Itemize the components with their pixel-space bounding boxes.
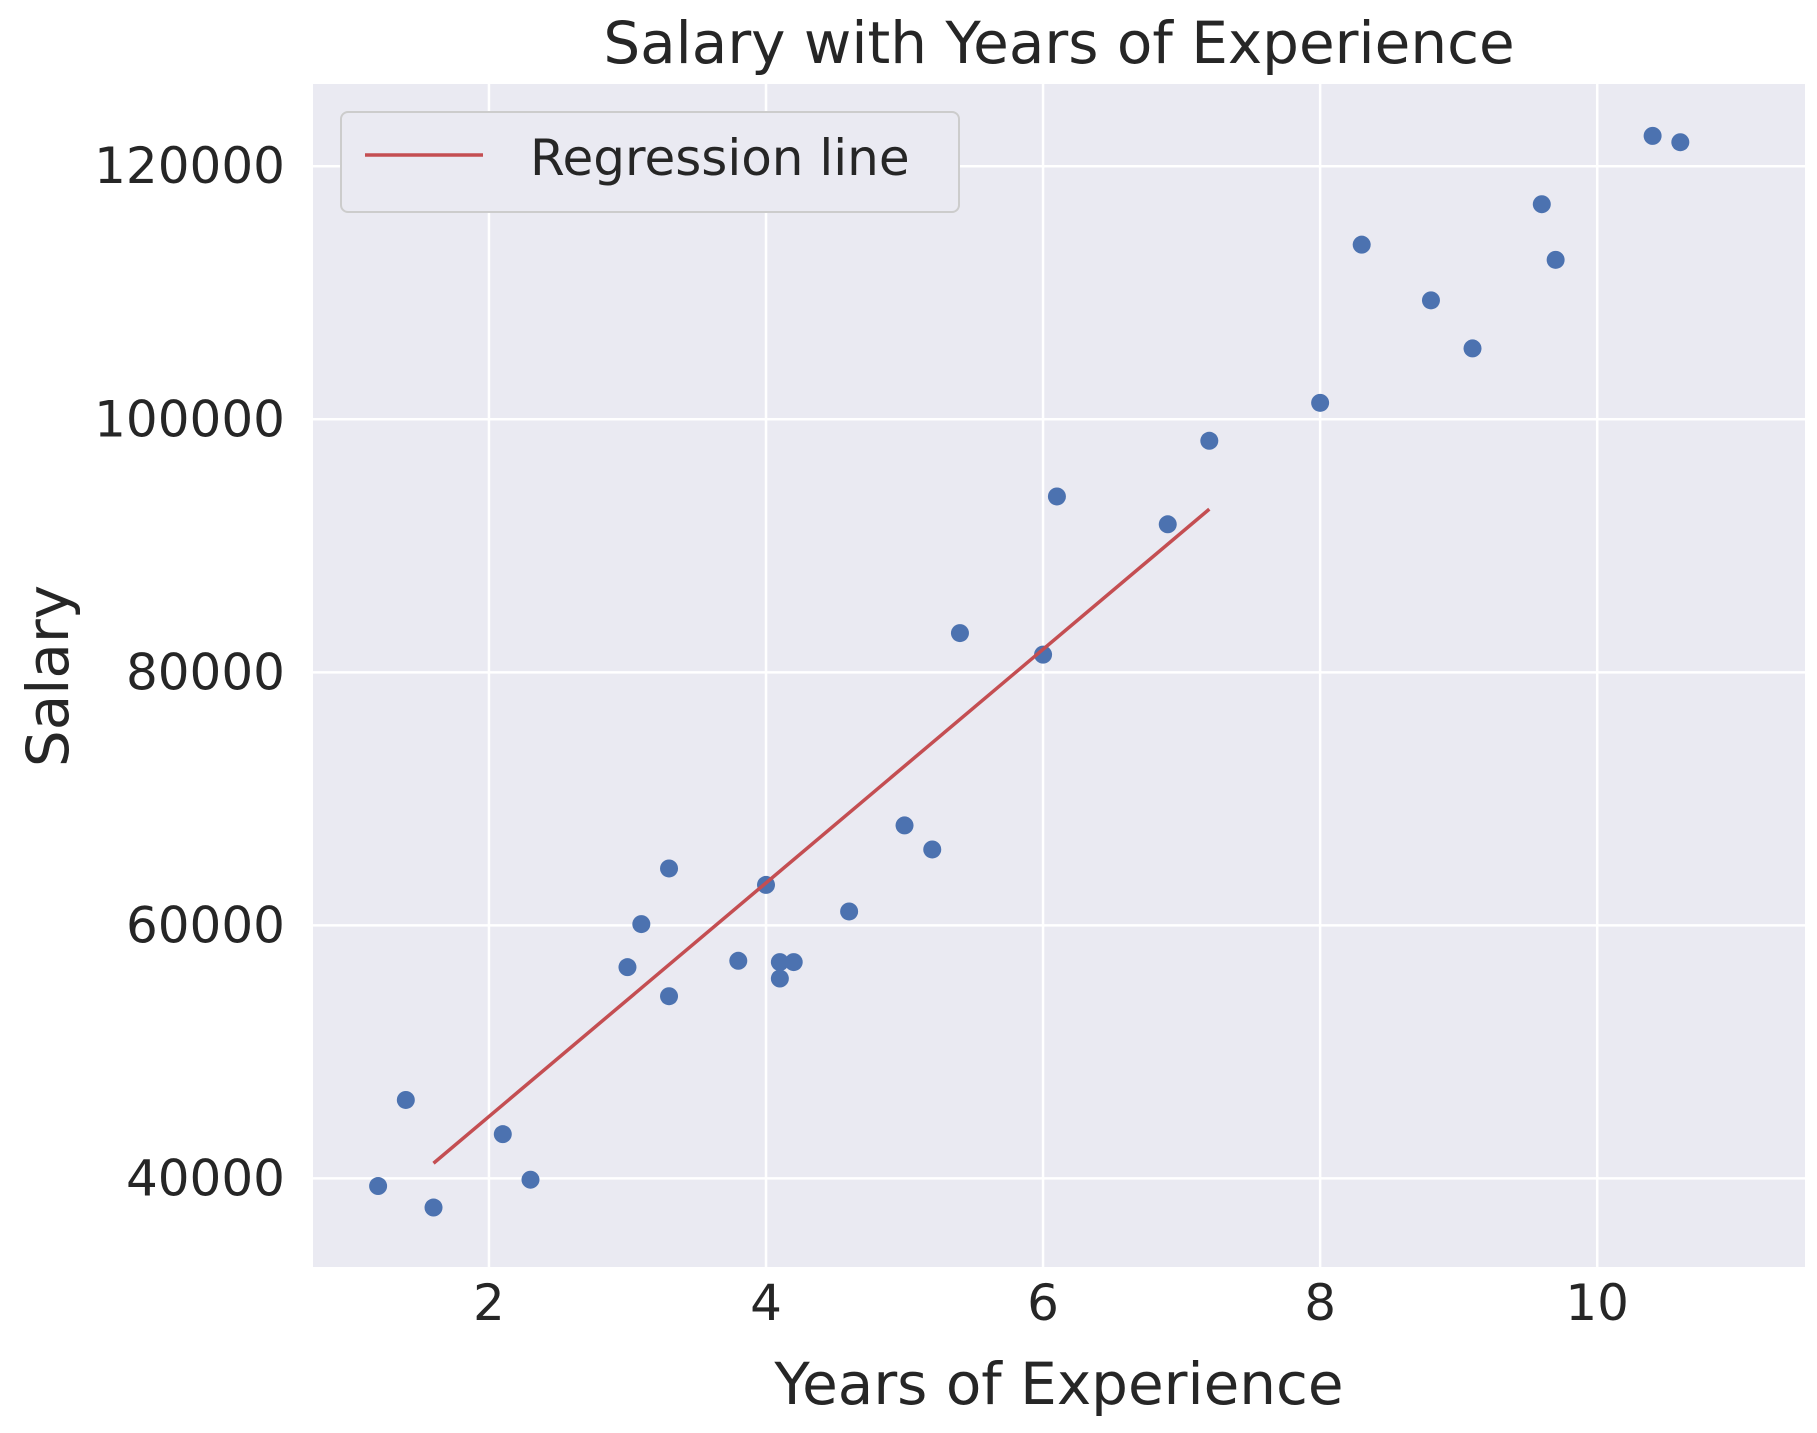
data-point — [1546, 250, 1565, 269]
data-point — [1352, 235, 1371, 254]
grid-lines — [313, 84, 1805, 1267]
y-tick-labels: 40000 60000 80000 100000 120000 — [94, 137, 285, 1207]
data-point — [396, 1090, 415, 1109]
data-point — [1463, 339, 1482, 358]
x-tick-label: 2 — [473, 1274, 505, 1332]
data-point — [950, 624, 969, 643]
data-point — [770, 969, 789, 988]
data-point — [424, 1198, 443, 1217]
data-point — [660, 987, 679, 1006]
data-point — [895, 816, 914, 835]
data-point — [840, 902, 859, 921]
data-point — [784, 953, 803, 972]
data-point — [493, 1125, 512, 1144]
x-tick-label: 10 — [1565, 1274, 1629, 1332]
data-point — [1200, 431, 1219, 450]
data-point — [1532, 195, 1551, 214]
data-point — [369, 1177, 388, 1196]
data-point — [1421, 291, 1440, 310]
legend-label-regression-line: Regression line — [530, 129, 910, 187]
y-tick-label: 40000 — [126, 1149, 285, 1207]
data-point — [618, 958, 637, 977]
regression-line-group — [432, 507, 1211, 1165]
y-tick-label: 60000 — [126, 896, 285, 954]
data-point — [923, 840, 942, 859]
data-point — [632, 915, 651, 934]
y-tick-label: 120000 — [94, 137, 285, 195]
legend: Regression line — [340, 111, 960, 213]
data-point — [1311, 393, 1330, 412]
data-point — [770, 953, 789, 972]
x-axis-label: Years of Experience — [773, 1350, 1343, 1418]
regression-line — [432, 507, 1211, 1165]
data-point — [1643, 126, 1662, 145]
plot-area — [313, 84, 1805, 1267]
data-point — [1047, 487, 1066, 506]
chart-title: Salary with Years of Experience — [603, 9, 1514, 77]
y-tick-label: 80000 — [126, 643, 285, 701]
legend-box — [340, 111, 960, 213]
x-tick-label: 6 — [1027, 1274, 1059, 1332]
x-tick-label: 4 — [750, 1274, 782, 1332]
y-tick-label: 100000 — [94, 390, 285, 448]
data-point — [1158, 515, 1177, 534]
y-axis-label: Salary — [14, 585, 82, 767]
data-point — [1034, 645, 1053, 664]
data-point — [521, 1170, 540, 1189]
x-tick-labels: 2 4 6 8 10 — [473, 1274, 1629, 1332]
data-point — [1671, 133, 1690, 152]
data-point — [729, 951, 748, 970]
data-point — [660, 859, 679, 878]
scatter-points — [369, 126, 1690, 1217]
x-tick-label: 8 — [1304, 1274, 1336, 1332]
